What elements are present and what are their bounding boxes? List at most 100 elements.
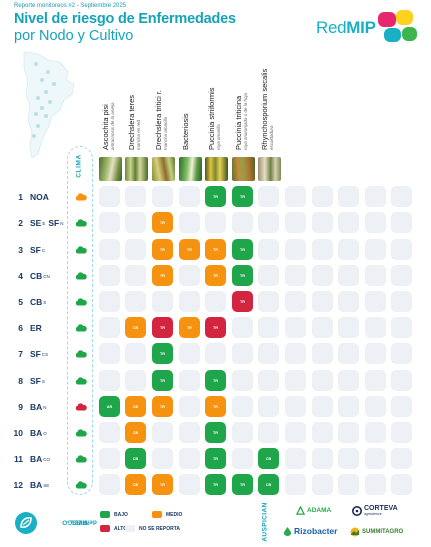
disease-name: Puccinia striiformis bbox=[207, 87, 216, 150]
node-row-label: 1 NOA bbox=[12, 187, 68, 207]
disease-photo-puccinia-triticina bbox=[232, 157, 255, 181]
risk-cell bbox=[312, 343, 333, 364]
risk-cell bbox=[232, 370, 253, 391]
risk-cell bbox=[258, 212, 279, 233]
disease-name: Ascochita pisi bbox=[101, 104, 110, 150]
risk-cell bbox=[99, 448, 120, 469]
risk-cell: TR bbox=[152, 343, 173, 364]
risk-cell bbox=[285, 422, 306, 443]
risk-cell bbox=[338, 422, 359, 443]
risk-cell bbox=[205, 343, 226, 364]
legend-swatch bbox=[152, 511, 162, 518]
risk-cell bbox=[365, 212, 386, 233]
risk-cell bbox=[338, 186, 359, 207]
node-name: BA bbox=[30, 480, 43, 490]
risk-cell: TR bbox=[152, 212, 173, 233]
sponsor-adama-logo: ADAMA bbox=[296, 506, 331, 515]
risk-cell bbox=[285, 212, 306, 233]
risk-cell bbox=[391, 239, 412, 260]
node-number: 11 bbox=[14, 454, 23, 464]
risk-cell bbox=[312, 317, 333, 338]
risk-level-legend-title: NIVEL de RIESGO bbox=[61, 518, 97, 526]
risk-cell bbox=[125, 291, 146, 312]
risk-cell: TR bbox=[179, 239, 200, 260]
risk-cell bbox=[365, 422, 386, 443]
node-number: 6 bbox=[18, 323, 23, 333]
risk-cell: TR bbox=[152, 474, 173, 495]
disease-common-name: roya amarilla bbox=[216, 124, 221, 150]
risk-cell bbox=[258, 422, 279, 443]
node-name: SF bbox=[30, 376, 41, 386]
column-header-1: Ascochita pisi antracnosis de la arveja bbox=[99, 40, 123, 150]
disease-common-name: mancha amarilla bbox=[163, 116, 168, 150]
disease-photo-drechslera-teres bbox=[125, 157, 148, 181]
risk-cell bbox=[338, 343, 359, 364]
risk-cell bbox=[232, 317, 253, 338]
node-name: BA bbox=[30, 454, 43, 464]
risk-cell bbox=[285, 343, 306, 364]
risk-cell bbox=[391, 474, 412, 495]
disease-photo-ascochita bbox=[99, 157, 122, 181]
node-row-label: 11 BA CO bbox=[12, 449, 68, 469]
node-number: 9 bbox=[18, 402, 23, 412]
risk-cell bbox=[258, 317, 279, 338]
disease-name: Bacteriosis bbox=[181, 113, 190, 150]
risk-cell bbox=[285, 317, 306, 338]
logo-dot-pink bbox=[378, 12, 396, 27]
report-subtitle: Reporte monitoreos #2 - Septiembre 2025 bbox=[14, 3, 127, 9]
node-row-label: 9 BA N bbox=[12, 397, 68, 417]
risk-cell bbox=[312, 370, 333, 391]
risk-cell bbox=[179, 291, 200, 312]
weather-cloud-icon bbox=[75, 324, 87, 332]
risk-cell: TR bbox=[152, 265, 173, 286]
risk-cell bbox=[179, 212, 200, 233]
page-subtitle: por Nodo y Cultivo bbox=[14, 28, 134, 44]
risk-cell bbox=[391, 317, 412, 338]
disease-photo-puccinia-striiformis bbox=[205, 157, 228, 181]
disease-common-name: mancha en red bbox=[136, 119, 141, 150]
legend-swatch bbox=[125, 525, 135, 532]
risk-cell bbox=[179, 422, 200, 443]
node-suffix: S bbox=[41, 378, 45, 384]
risk-cell bbox=[365, 265, 386, 286]
risk-cell bbox=[391, 186, 412, 207]
disease-name: Puccinia triticina bbox=[234, 95, 243, 150]
risk-cell bbox=[99, 474, 120, 495]
risk-cell bbox=[312, 212, 333, 233]
node-suffix: N bbox=[43, 404, 47, 410]
risk-cell bbox=[338, 291, 359, 312]
risk-cell: CB bbox=[125, 448, 146, 469]
risk-cell bbox=[312, 448, 333, 469]
risk-cell bbox=[205, 212, 226, 233]
risk-cell bbox=[99, 370, 120, 391]
risk-cell bbox=[365, 317, 386, 338]
summitagro-sun-icon bbox=[350, 527, 360, 537]
risk-cell bbox=[391, 343, 412, 364]
risk-cell bbox=[365, 370, 386, 391]
column-header-text: Drechslera tritici r. mancha amarilla bbox=[154, 0, 176, 150]
risk-cell bbox=[258, 396, 279, 417]
disease-photo-rhynchosporium bbox=[258, 157, 281, 181]
risk-cell bbox=[365, 343, 386, 364]
adama-leaf-icon bbox=[296, 506, 305, 515]
footer-brand-icon bbox=[15, 512, 37, 534]
legend-no-se-reporta: NO SE REPORTA bbox=[125, 525, 180, 532]
disease-name: Drechslera teres bbox=[127, 94, 136, 150]
risk-cell bbox=[285, 396, 306, 417]
risk-cell bbox=[338, 317, 359, 338]
legend-alto: ALTO bbox=[100, 525, 127, 532]
risk-cell bbox=[179, 396, 200, 417]
weather-cloud-icon bbox=[75, 377, 87, 385]
risk-cell bbox=[258, 343, 279, 364]
node-suffix: O bbox=[43, 430, 47, 436]
node-row-label: 10 BA O bbox=[12, 423, 68, 443]
logo-dot-yellow bbox=[396, 10, 413, 25]
risk-cell bbox=[125, 212, 146, 233]
weather-cloud-icon bbox=[75, 429, 87, 437]
weather-cloud-icon bbox=[75, 455, 87, 463]
node-suffix: CN bbox=[43, 273, 50, 279]
risk-cell bbox=[258, 291, 279, 312]
node-number: 8 bbox=[18, 376, 23, 386]
risk-cell bbox=[125, 239, 146, 260]
risk-cell bbox=[312, 186, 333, 207]
